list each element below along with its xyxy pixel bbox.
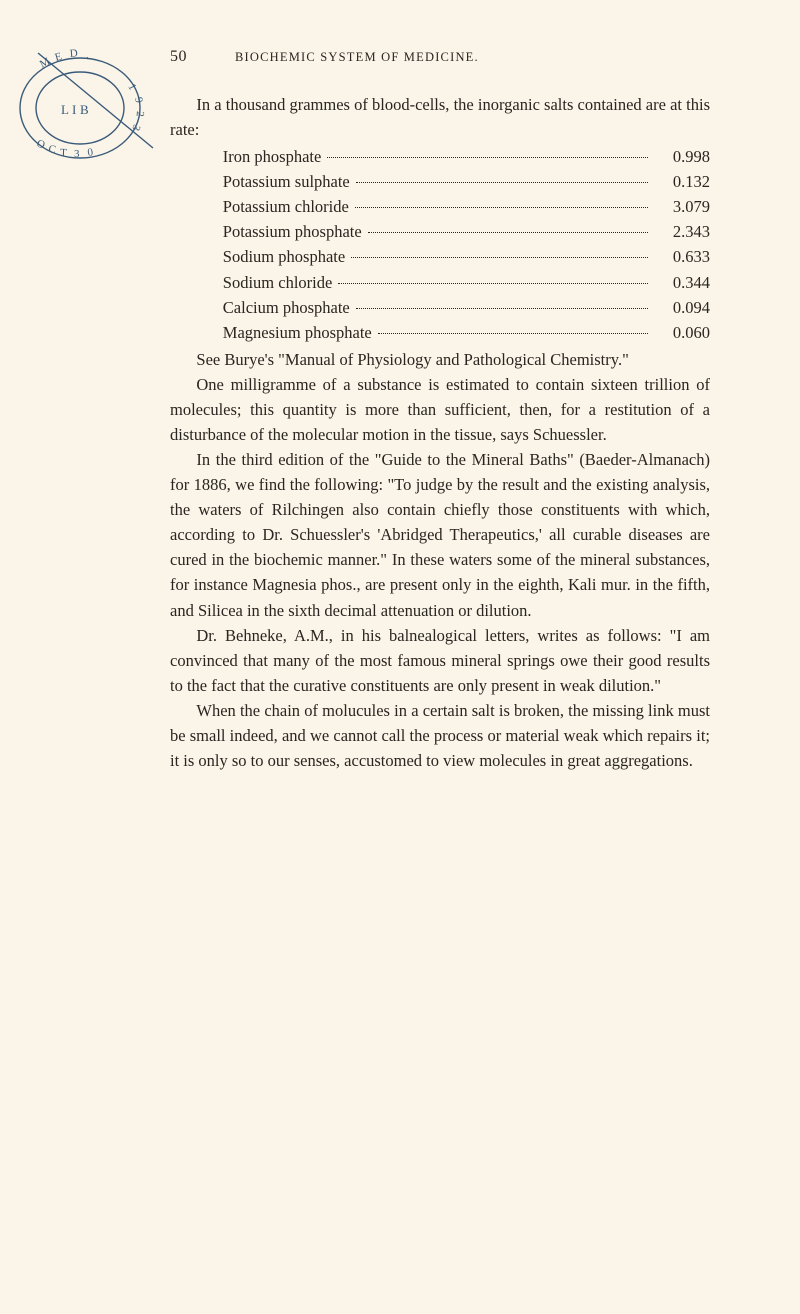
leader-dots (368, 232, 648, 233)
leader-dots (356, 182, 648, 183)
leader-dots (338, 283, 648, 284)
salt-name: Magnesium phosphate (223, 320, 372, 345)
salt-value: 0.998 (654, 144, 710, 169)
leader-dots (355, 207, 648, 208)
salt-name: Sodium chloride (223, 270, 333, 295)
leader-dots (356, 308, 648, 309)
page-content: 50 BIOCHEMIC SYSTEM OF MEDICINE. In a th… (0, 0, 800, 821)
table-row: Sodium phosphate 0.633 (223, 244, 710, 269)
salt-name: Calcium phosphate (223, 295, 350, 320)
see-burye-paragraph: See Burye's "Manual of Physiology and Pa… (170, 347, 710, 372)
salt-value: 0.132 (654, 169, 710, 194)
salt-value: 0.060 (654, 320, 710, 345)
page-number: 50 (170, 48, 187, 66)
body-text: In a thousand grammes of blood-cells, th… (170, 92, 710, 773)
salt-name: Potassium phosphate (223, 219, 362, 244)
table-row: Sodium chloride 0.344 (223, 270, 710, 295)
salt-name: Potassium sulphate (223, 169, 350, 194)
table-row: Iron phosphate 0.998 (223, 144, 710, 169)
behneke-paragraph: Dr. Behneke, A.M., in his balnealogical … (170, 623, 710, 698)
leader-dots (378, 333, 648, 334)
leader-dots (351, 257, 648, 258)
chain-paragraph: When the chain of molucules in a certain… (170, 698, 710, 773)
salt-table: Iron phosphate 0.998 Potassium sulphate … (223, 144, 710, 345)
table-row: Potassium chloride 3.079 (223, 194, 710, 219)
salt-value: 2.343 (654, 219, 710, 244)
table-row: Magnesium phosphate 0.060 (223, 320, 710, 345)
salt-value: 0.094 (654, 295, 710, 320)
table-row: Potassium sulphate 0.132 (223, 169, 710, 194)
salt-value: 0.633 (654, 244, 710, 269)
salt-value: 3.079 (654, 194, 710, 219)
running-title: BIOCHEMIC SYSTEM OF MEDICINE. (235, 50, 479, 65)
table-row: Calcium phosphate 0.094 (223, 295, 710, 320)
salt-value: 0.344 (654, 270, 710, 295)
third-edition-paragraph: In the third edition of the "Guide to th… (170, 447, 710, 623)
salt-name: Sodium phosphate (223, 244, 345, 269)
page-header: 50 BIOCHEMIC SYSTEM OF MEDICINE. (170, 48, 710, 66)
leader-dots (327, 157, 648, 158)
intro-paragraph: In a thousand grammes of blood-cells, th… (170, 92, 710, 142)
table-row: Potassium phosphate 2.343 (223, 219, 710, 244)
one-mg-paragraph: One milligramme of a substance is estima… (170, 372, 710, 447)
salt-name: Potassium chloride (223, 194, 349, 219)
salt-name: Iron phosphate (223, 144, 322, 169)
